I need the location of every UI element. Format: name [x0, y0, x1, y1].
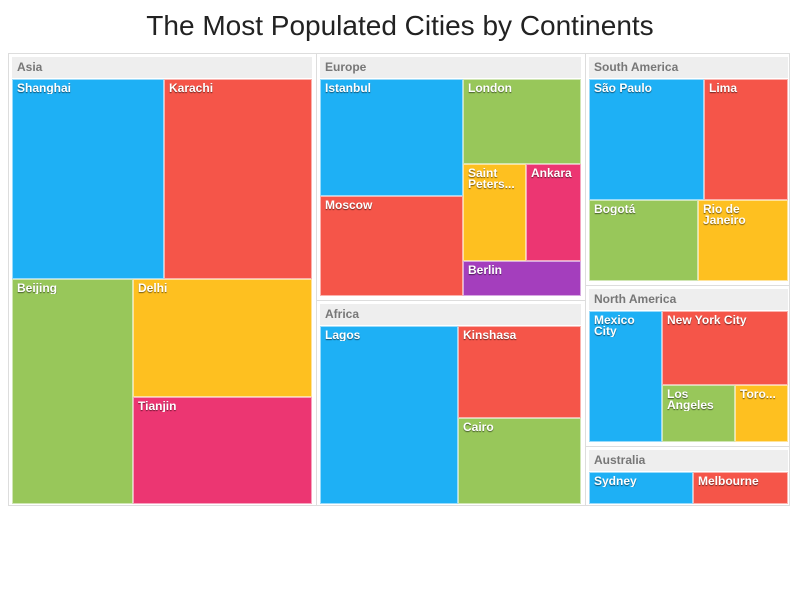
treemap-cell-istanbul[interactable]: Istanbul	[320, 79, 463, 196]
cell-label: Lima	[709, 83, 738, 94]
cell-label: São Paulo	[594, 83, 653, 94]
cell-label: Ankara	[531, 168, 572, 179]
treemap-cell-tianjin[interactable]: Tianjin	[133, 397, 312, 504]
group-divider	[586, 446, 790, 447]
group-header-asia[interactable]: Asia	[12, 57, 312, 78]
group-header-north-america[interactable]: North America	[589, 289, 788, 310]
treemap-cell-london[interactable]: London	[463, 79, 581, 164]
chart-frame	[8, 53, 790, 506]
cell-label: Moscow	[325, 200, 373, 211]
treemap-cell-lagos[interactable]: Lagos	[320, 326, 458, 504]
cell-label: Toro...	[740, 389, 776, 400]
cell-label: London	[468, 83, 512, 94]
treemap-cell-new-york-city[interactable]: New York City	[662, 311, 788, 385]
treemap-cell-shanghai[interactable]: Shanghai	[12, 79, 164, 279]
group-divider	[586, 285, 790, 286]
treemap-cell-karachi[interactable]: Karachi	[164, 79, 312, 279]
treemap-cell-ankara[interactable]: Ankara	[526, 164, 581, 261]
group-header-africa[interactable]: Africa	[320, 304, 581, 325]
treemap-cell-bogota[interactable]: Bogotá	[589, 200, 698, 281]
group-header-europe[interactable]: Europe	[320, 57, 581, 78]
cell-label: New York City	[667, 315, 747, 326]
cell-label: Los Angeles	[667, 389, 714, 411]
cell-label: Melbourne	[698, 476, 759, 487]
cell-label: Sydney	[594, 476, 637, 487]
cell-label: Istanbul	[325, 83, 372, 94]
cell-label: Karachi	[169, 83, 214, 94]
treemap-cell-delhi[interactable]: Delhi	[133, 279, 312, 397]
treemap-cell-los-angeles[interactable]: Los Angeles	[662, 385, 735, 442]
cell-label: Shanghai	[17, 83, 72, 94]
treemap-cell-saint-peters[interactable]: Saint Peters...	[463, 164, 526, 261]
treemap-cell-sydney[interactable]: Sydney	[589, 472, 693, 504]
group-divider	[585, 54, 586, 506]
group-divider	[317, 300, 585, 301]
treemap-cell-kinshasa[interactable]: Kinshasa	[458, 326, 581, 418]
treemap-cell-sao-paulo[interactable]: São Paulo	[589, 79, 704, 200]
cell-label: Bogotá	[594, 204, 636, 215]
treemap-cell-beijing[interactable]: Beijing	[12, 279, 133, 504]
treemap-cell-lima[interactable]: Lima	[704, 79, 788, 200]
cell-label: Cairo	[463, 422, 494, 433]
treemap-cell-melbourne[interactable]: Melbourne	[693, 472, 788, 504]
group-header-australia[interactable]: Australia	[589, 450, 788, 471]
cell-label: Kinshasa	[463, 330, 517, 341]
group-header-south-america[interactable]: South America	[589, 57, 788, 78]
group-divider	[316, 54, 317, 506]
treemap-cell-cairo[interactable]: Cairo	[458, 418, 581, 504]
treemap-cell-moscow[interactable]: Moscow	[320, 196, 463, 296]
cell-label: Delhi	[138, 283, 168, 294]
cell-label: Berlin	[468, 265, 503, 276]
treemap-cell-toro[interactable]: Toro...	[735, 385, 788, 442]
cell-label: Mexico City	[594, 315, 635, 337]
cell-label: Saint Peters...	[468, 168, 515, 190]
chart-title: The Most Populated Cities by Continents	[146, 10, 654, 41]
cell-label: Beijing	[17, 283, 58, 294]
cell-label: Tianjin	[138, 401, 177, 412]
treemap-cell-berlin[interactable]: Berlin	[463, 261, 581, 296]
treemap-cell-rio-de-janeiro[interactable]: Rio de Janeiro	[698, 200, 788, 281]
cell-label: Lagos	[325, 330, 361, 341]
cell-label: Rio de Janeiro	[703, 204, 746, 226]
treemap-cell-mexico-city[interactable]: Mexico City	[589, 311, 662, 442]
